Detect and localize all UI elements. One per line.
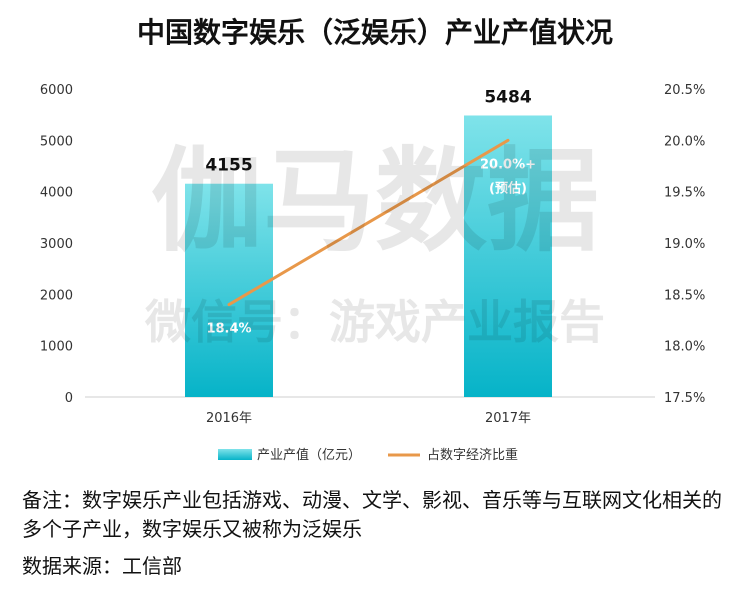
left-axis: 6000 5000 4000 3000 2000 1000 0 — [40, 83, 73, 406]
right-tick-label: 20.0% — [664, 134, 705, 149]
left-tick-label: 6000 — [40, 83, 73, 98]
bar — [464, 115, 552, 397]
left-tick-label: 3000 — [40, 237, 73, 252]
legend-bar-swatch — [218, 449, 252, 460]
legend: 产业产值（亿元） 占数字经济比重 — [218, 447, 518, 463]
line-point-note: (预估) — [489, 180, 527, 196]
right-tick-label: 19.5% — [664, 186, 705, 201]
line-point-label: 20.0%+ — [480, 157, 536, 172]
x-tick-label: 2016年 — [206, 411, 252, 426]
left-tick-label: 5000 — [40, 134, 73, 149]
line-point-label: 18.4% — [206, 322, 251, 337]
legend-bar-label: 产业产值（亿元） — [257, 447, 361, 463]
watermark: 伽马数据 微信号：游戏产业报告 — [144, 137, 605, 349]
right-tick-label: 18.5% — [664, 288, 705, 303]
bar-value-label: 4155 — [205, 156, 252, 176]
left-tick-label: 0 — [65, 391, 73, 406]
line-series-path — [227, 138, 510, 307]
line-series — [227, 138, 510, 307]
watermark-main: 伽马数据 — [151, 137, 599, 267]
bar-value-labels: 4155 5484 — [205, 87, 531, 175]
legend-line-label: 占数字经济比重 — [427, 447, 518, 463]
chart-area: 中国数字娱乐（泛娱乐）产业产值状况 6000 5000 4000 3000 2000 10… — [40, 16, 705, 463]
x-tick-label: 2017年 — [485, 411, 531, 426]
bar-series — [185, 115, 552, 397]
left-tick-label: 1000 — [40, 340, 73, 355]
remark-note: 备注：数字娱乐产业包括游戏、动漫、文学、影视、音乐等与互联网文化相关的多个子产业… — [22, 488, 722, 541]
right-axis: 20.5% 20.0% 19.5% 19.0% 18.5% 18.0% 17.5% — [664, 83, 705, 406]
line-point-labels: 18.4% 20.0%+ (预估) — [206, 157, 536, 336]
left-tick-label: 4000 — [40, 186, 73, 201]
right-tick-label: 20.5% — [664, 83, 705, 98]
right-tick-label: 17.5% — [664, 391, 705, 406]
chart-title: 中国数字娱乐（泛娱乐）产业产值状况 — [137, 16, 613, 49]
bar-value-label: 5484 — [484, 87, 531, 107]
x-axis: 2016年 2017年 — [206, 411, 531, 426]
source-note: 数据来源：工信部 — [22, 554, 182, 578]
left-tick-label: 2000 — [40, 288, 73, 303]
right-tick-label: 18.0% — [664, 340, 705, 355]
bar — [185, 183, 273, 397]
watermark-sub: 微信号：游戏产业报告 — [144, 295, 605, 349]
right-tick-label: 19.0% — [664, 237, 705, 252]
